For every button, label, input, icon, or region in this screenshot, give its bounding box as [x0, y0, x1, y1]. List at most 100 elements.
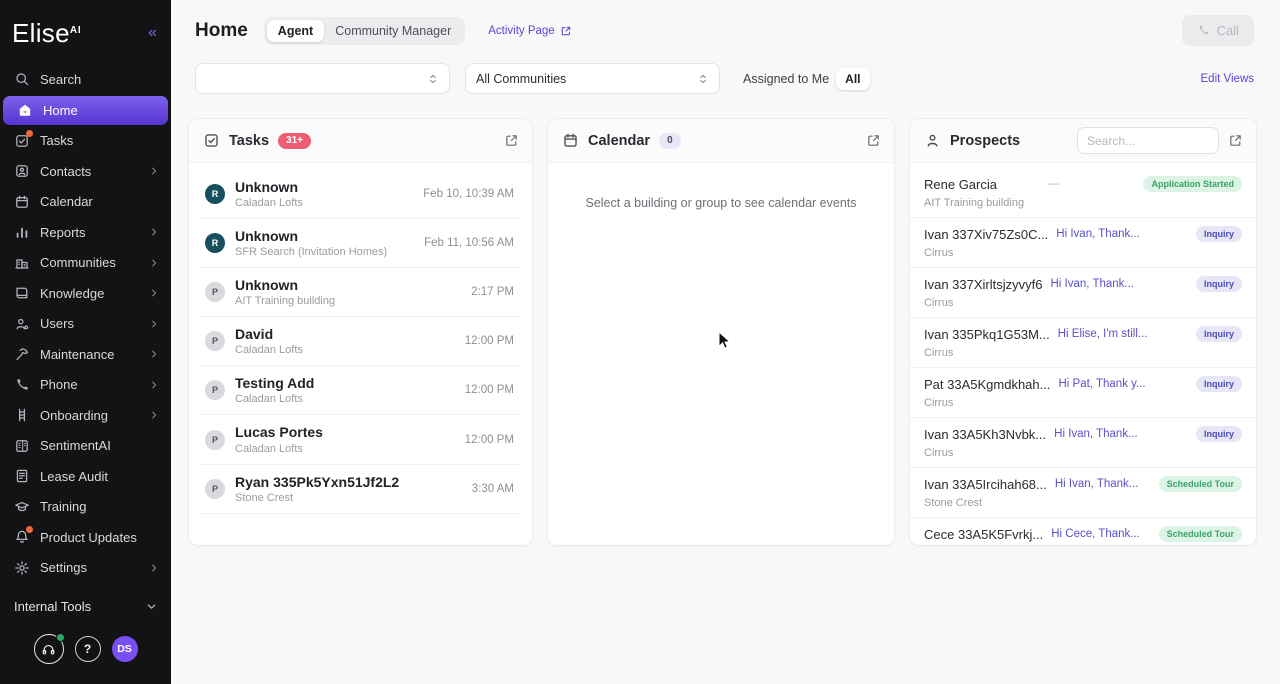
open-calendar-icon[interactable]: [866, 133, 881, 148]
prospects-panel-title: Prospects: [950, 132, 1021, 149]
online-status-dot: [55, 633, 65, 642]
chevron-right-icon: [152, 289, 157, 297]
select-arrows-icon: [700, 74, 706, 83]
sidebar-collapse-icon[interactable]: «: [148, 24, 157, 41]
calendar-count-badge: 0: [659, 132, 681, 149]
sidebar-item-onboarding[interactable]: Onboarding: [0, 400, 171, 431]
calendar-empty-state: Select a building or group to see calend…: [548, 163, 894, 545]
prospect-row[interactable]: Cece 33A5K5Fvrkj... Hi Cece, Thank... Sc…: [910, 518, 1256, 545]
tasks-count-badge: 31+: [278, 132, 312, 149]
prospect-name: Ivan 335Pkq1G53M...: [924, 326, 1050, 342]
prospect-name: Cece 33A5K5Fvrkj...: [924, 526, 1044, 542]
sidebar-item-internal-tools[interactable]: Internal Tools: [0, 591, 171, 622]
chevron-right-icon: [152, 381, 157, 389]
prospect-message-preview: Hi Ivan, Thank...: [1050, 278, 1135, 290]
prospect-row[interactable]: Rene Garcia — Application Started AIT Tr…: [910, 168, 1256, 218]
prospect-row[interactable]: Pat 33A5Kgmdkhah... Hi Pat, Thank y... I…: [910, 368, 1256, 418]
help-button[interactable]: ?: [74, 636, 101, 662]
task-row[interactable]: P Testing Add Caladan Lofts 12:00 PM: [199, 366, 522, 416]
prospect-status-badge: Inquiry: [1195, 426, 1242, 442]
person-icon: [924, 132, 941, 149]
sidebar-item-reports[interactable]: Reports: [0, 217, 171, 248]
prospect-message-preview: Hi Ivan, Thank...: [1054, 428, 1138, 440]
main-content: Home Agent Community Manager Activity Pa…: [171, 0, 1280, 684]
onboarding-icon: [14, 407, 30, 423]
sidebar-item-home[interactable]: Home: [3, 95, 168, 125]
tab-agent[interactable]: Agent: [266, 19, 325, 42]
sidebar-item-maintenance[interactable]: Maintenance: [0, 339, 171, 370]
sidebar-item-tasks[interactable]: Tasks: [0, 126, 171, 157]
user-avatar[interactable]: DS: [111, 636, 138, 662]
assigned-to-me-option[interactable]: Assigned to Me: [743, 71, 830, 86]
internal-tools-label: Internal Tools: [14, 599, 92, 614]
settings-icon: [14, 560, 30, 576]
phone-icon: [1199, 25, 1208, 35]
activity-page-link[interactable]: Activity Page: [488, 25, 571, 37]
prospect-row[interactable]: Ivan 337Xirltsjzyvyf6 Hi Ivan, Thank... …: [910, 268, 1256, 318]
sidebar-item-communities[interactable]: Communities: [0, 248, 171, 279]
task-building: Stone Crest: [235, 491, 294, 504]
prospect-message-preview: Hi Pat, Thank y...: [1058, 378, 1146, 390]
task-time: Feb 10, 10:39 AM: [423, 188, 514, 201]
task-row[interactable]: P Lucas Portes Caladan Lofts 12:00 PM: [199, 415, 522, 465]
prospect-status-badge: Scheduled Tour: [1158, 526, 1242, 542]
sidebar-item-settings[interactable]: Settings: [0, 553, 171, 584]
support-button[interactable]: [33, 633, 65, 664]
external-link-icon: [561, 26, 570, 35]
users-icon: [14, 316, 30, 332]
sidebar-item-lease-audit[interactable]: Lease Audit: [0, 461, 171, 492]
sidebar-item-sentimentai[interactable]: SentimentAI: [0, 431, 171, 462]
contacts-icon: [14, 163, 30, 179]
task-row[interactable]: P Unknown AIT Training building 2:17 PM: [199, 268, 522, 318]
chevron-down-icon: [147, 604, 156, 609]
sidebar: EliseAI « Search Home Tasks Contacts Cal…: [0, 0, 171, 684]
page-title: Home: [195, 19, 248, 41]
prospect-name: Ivan 337Xiv75Zs0C...: [924, 226, 1049, 242]
search-input[interactable]: [1077, 127, 1219, 154]
task-name: David: [235, 326, 274, 343]
assigned-all-option[interactable]: All: [836, 67, 870, 90]
sidebar-item-training[interactable]: Training: [0, 492, 171, 523]
prospect-status-badge: Application Started: [1143, 176, 1242, 192]
sidebar-item-contacts[interactable]: Contacts: [0, 156, 171, 187]
prospect-name: Ivan 33A5Ircihah68...: [924, 476, 1047, 492]
open-tasks-icon[interactable]: [504, 133, 519, 148]
prospect-name: Pat 33A5Kgmdkhah...: [924, 376, 1051, 392]
prospect-row[interactable]: Ivan 337Xiv75Zs0C... Hi Ivan, Thank... I…: [910, 218, 1256, 268]
view-select[interactable]: [195, 63, 450, 94]
task-name: Ryan 335Pk5Yxn51Jf2L2: [235, 473, 400, 490]
sidebar-item-product-updates[interactable]: Product Updates: [0, 522, 171, 553]
communities-select[interactable]: All Communities: [465, 63, 720, 94]
sidebar-item-knowledge[interactable]: Knowledge: [0, 278, 171, 309]
prospect-name: Rene Garcia: [924, 176, 997, 192]
phone-icon: [14, 377, 30, 393]
task-row[interactable]: P David Caladan Lofts 12:00 PM: [199, 317, 522, 367]
edit-views-link[interactable]: Edit Views: [1200, 72, 1254, 85]
tab-community-manager[interactable]: Community Manager: [324, 20, 462, 42]
sidebar-footer: ? DS: [0, 622, 171, 684]
lease-audit-icon: [14, 468, 30, 484]
call-label: Call: [1216, 23, 1239, 38]
sidebar-item-search[interactable]: Search: [0, 64, 171, 95]
topbar: Home Agent Community Manager Activity Pa…: [171, 0, 1280, 46]
task-row[interactable]: P Ryan 335Pk5Yxn51Jf2L2 Stone Crest 3:30…: [199, 465, 522, 514]
activity-page-label: Activity Page: [488, 24, 555, 37]
prospect-status-badge: Inquiry: [1195, 376, 1242, 392]
sidebar-item-phone[interactable]: Phone: [0, 370, 171, 401]
task-row[interactable]: R Unknown SFR Search (Invitation Homes) …: [199, 219, 522, 269]
sidebar-item-calendar[interactable]: Calendar: [0, 187, 171, 218]
sidebar-item-users[interactable]: Users: [0, 309, 171, 340]
call-button[interactable]: Call: [1181, 15, 1254, 46]
open-prospects-icon[interactable]: [1228, 133, 1243, 148]
prospect-row[interactable]: Ivan 335Pkq1G53M... Hi Elise, I'm still.…: [910, 318, 1256, 368]
prospect-row[interactable]: Ivan 33A5Ircihah68... Hi Ivan, Thank... …: [910, 468, 1256, 518]
prospect-message-preview: Hi Ivan, Thank...: [1056, 228, 1140, 240]
task-building: Caladan Lofts: [235, 344, 303, 357]
task-time: 3:30 AM: [471, 482, 514, 495]
task-avatar: P: [205, 429, 225, 450]
prospect-row[interactable]: Ivan 33A5Kh3Nvbk... Hi Ivan, Thank... In…: [910, 418, 1256, 468]
reports-icon: [14, 224, 30, 240]
calendar-panel: Calendar 0 Select a building or group to…: [547, 118, 895, 546]
prospect-message-preview: Hi Cece, Thank...: [1051, 528, 1140, 540]
task-row[interactable]: R Unknown Caladan Lofts Feb 10, 10:39 AM: [199, 170, 522, 220]
